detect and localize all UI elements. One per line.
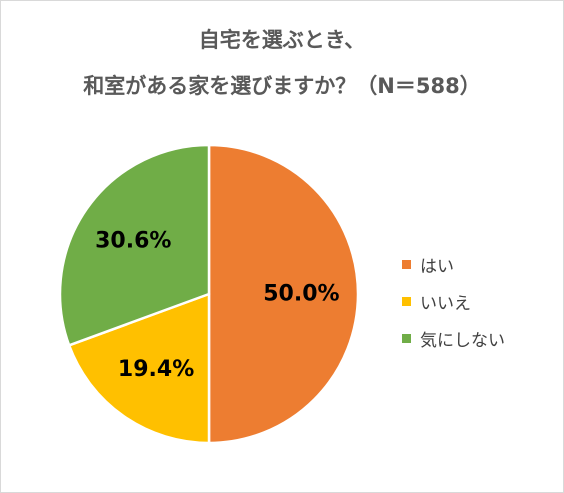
chart-subtitle: 和室がある家を選びますか？（N＝588） xyxy=(83,74,481,98)
data-label-no: 19.4% xyxy=(118,357,194,382)
data-label-yes: 50.0% xyxy=(263,282,339,307)
legend-label-yes: はい xyxy=(420,257,454,277)
legend: はい いいえ 気にしない xyxy=(402,246,505,357)
legend-item-no: いいえ xyxy=(402,283,505,320)
legend-swatch-yes xyxy=(402,260,411,269)
legend-item-yes: はい xyxy=(402,246,505,283)
legend-swatch-no xyxy=(402,297,411,306)
data-label-dont-care: 30.6% xyxy=(95,229,171,254)
pie-slice-yes xyxy=(207,143,360,445)
pie-slice-dont-care xyxy=(58,143,211,347)
legend-item-dont-care: 気にしない xyxy=(402,320,505,357)
pie-slice-no xyxy=(67,292,211,445)
legend-label-dont-care: 気にしない xyxy=(420,331,505,351)
chart-title: 自宅を選ぶとき、 xyxy=(198,28,366,52)
legend-label-no: いいえ xyxy=(420,294,471,314)
legend-swatch-dont-care xyxy=(402,334,411,343)
